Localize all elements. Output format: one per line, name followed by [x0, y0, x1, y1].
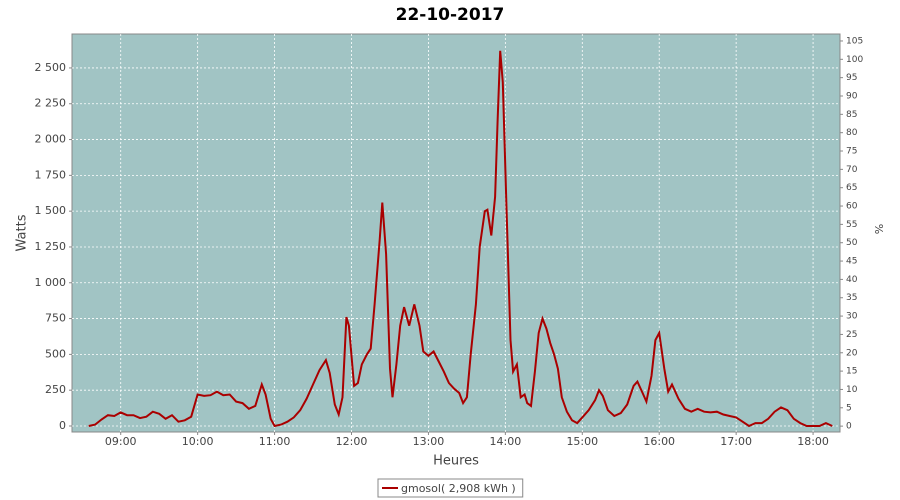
y2-tick-label: 65	[846, 183, 857, 193]
y-tick-label: 1 250	[35, 240, 67, 253]
y-tick-label: 1 000	[35, 276, 67, 289]
y-tick-label: 2 250	[35, 97, 67, 110]
x-tick-label: 16:00	[643, 435, 675, 448]
y2-tick-label: 50	[846, 238, 858, 248]
y2-tick-label: 5	[846, 403, 852, 413]
chart-title: 22-10-2017	[396, 5, 505, 25]
y2-tick-label: 15	[846, 367, 857, 377]
x-tick-label: 15:00	[566, 435, 598, 448]
y2-tick-label: 75	[846, 147, 857, 157]
plot-area	[71, 33, 841, 433]
legend-box	[377, 478, 524, 498]
y-tick-label: 1 500	[35, 204, 67, 217]
y2-tick-label: 105	[846, 36, 863, 46]
y2-tick-label: 20	[846, 348, 858, 358]
legend-item: gmosol( 2,908 kWh )	[377, 478, 524, 498]
x-tick-label: 10:00	[182, 435, 214, 448]
y2-tick-label: 25	[846, 330, 857, 340]
x-tick-label: 18:00	[797, 435, 829, 448]
x-tick-label: 13:00	[413, 435, 445, 448]
y2-tick-label: 60	[846, 202, 858, 212]
x-tick-label: 14:00	[490, 435, 522, 448]
y-axis-label: Watts	[15, 214, 30, 251]
x-tick-label: 17:00	[720, 435, 752, 448]
y2-tick-label: 40	[846, 275, 858, 285]
legend-label: gmosol( 2,908 kWh )	[401, 482, 516, 495]
x-axis-label: Heures	[433, 454, 479, 469]
y-tick-label: 2 000	[35, 133, 67, 146]
y-tick-label: 250	[45, 383, 66, 396]
y2-tick-label: 0	[846, 422, 852, 432]
y2-tick-label: 90	[846, 91, 858, 101]
y2-tick-label: 35	[846, 293, 857, 303]
y-tick-label: 750	[45, 312, 66, 325]
y2-tick-label: 70	[846, 165, 858, 175]
y2-tick-label: 80	[846, 128, 858, 138]
y2-tick-label: 30	[846, 312, 858, 322]
y-tick-label: 1 750	[35, 168, 67, 181]
x-tick-label: 09:00	[105, 435, 137, 448]
y2-tick-label: 45	[846, 257, 857, 267]
y2-tick-label: 10	[846, 385, 858, 395]
y-tick-label: 2 500	[35, 61, 67, 74]
y2-tick-label: 85	[846, 110, 857, 120]
data-line	[88, 50, 833, 428]
x-tick-label: 12:00	[336, 435, 368, 448]
y2-tick-label: 55	[846, 220, 857, 230]
y2-tick-label: 100	[846, 55, 863, 65]
y-tick-label: 0	[59, 419, 66, 432]
y-tick-label: 500	[45, 347, 66, 360]
x-tick-label: 11:00	[259, 435, 291, 448]
y2-axis-label: %	[873, 224, 886, 234]
y2-tick-label: 95	[846, 73, 857, 83]
